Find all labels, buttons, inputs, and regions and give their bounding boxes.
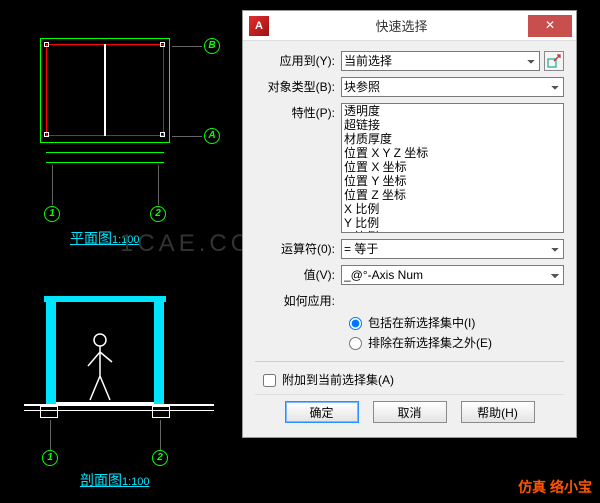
footing-left	[40, 406, 58, 418]
append-checkbox-label: 附加到当前选择集(A)	[282, 370, 394, 390]
properties-label: 特性(P):	[255, 103, 341, 123]
howto-label: 如何应用:	[255, 291, 341, 311]
corner-marker	[160, 42, 165, 47]
property-item[interactable]: 位置 X 坐标	[342, 160, 563, 174]
side-hint-text: 皆正	[580, 306, 600, 340]
axis-line-1	[52, 165, 53, 205]
axis-bubble-1[interactable]: 1	[44, 206, 60, 222]
plan-title: 平面图1:100	[70, 228, 140, 248]
include-radio-label: 包括在新选择集中(I)	[368, 313, 475, 333]
property-item[interactable]: Z 比例	[342, 230, 563, 233]
axis-line-a	[172, 136, 202, 137]
apply-to-combo[interactable]: 当前选择	[341, 51, 540, 71]
property-item[interactable]: 超链接	[342, 118, 563, 132]
value-combo[interactable]: _@°-Axis Num	[341, 265, 564, 285]
property-item[interactable]: 材质厚度	[342, 132, 563, 146]
axis-line-s1	[50, 420, 51, 450]
cancel-button[interactable]: 取消	[373, 401, 447, 423]
section-title: 剖面图1:100	[80, 470, 150, 490]
object-type-label: 对象类型(B):	[255, 77, 341, 97]
axis-bubble-b[interactable]: B	[204, 38, 220, 54]
dim-line	[46, 162, 164, 163]
brand-footer: 仿真 络小宝	[518, 477, 592, 497]
properties-listbox[interactable]: 透明度超链接材质厚度位置 X Y Z 坐标位置 X 坐标位置 Y 坐标位置 Z …	[341, 103, 564, 233]
footing-right	[152, 406, 170, 418]
section-wall-left	[46, 302, 56, 404]
select-objects-icon	[547, 54, 561, 68]
object-type-combo[interactable]: 块参照	[341, 77, 564, 97]
axis-bubble-s2[interactable]: 2	[152, 450, 168, 466]
plan-scale: 1:100	[112, 234, 140, 246]
exclude-radio-label: 排除在新选择集之外(E)	[368, 333, 492, 353]
property-item[interactable]: X 比例	[342, 202, 563, 216]
section-scale: 1:100	[122, 476, 150, 488]
plan-center-divider	[104, 44, 106, 136]
property-item[interactable]: 位置 Z 坐标	[342, 188, 563, 202]
corner-marker	[44, 132, 49, 137]
operator-label: 运算符(0):	[255, 239, 341, 259]
titlebar[interactable]: A 快速选择 ✕	[243, 11, 576, 41]
axis-line-2	[158, 165, 159, 205]
property-item[interactable]: Y 比例	[342, 216, 563, 230]
cad-canvas: 1 2 A B 平面图1:100 1 2 剖面图1:100	[0, 0, 240, 503]
property-item[interactable]: 位置 Y 坐标	[342, 174, 563, 188]
property-item[interactable]: 位置 X Y Z 坐标	[342, 146, 563, 160]
apply-to-label: 应用到(Y):	[255, 51, 341, 71]
axis-line-b	[172, 46, 202, 47]
property-item[interactable]: 透明度	[342, 104, 563, 118]
corner-marker	[160, 132, 165, 137]
dim-line	[46, 152, 164, 153]
slab-top	[44, 296, 166, 302]
axis-bubble-a[interactable]: A	[204, 128, 220, 144]
dialog-body: 应用到(Y): 当前选择 对象类型(B): 块参照 特性(P): 透明度超链	[243, 41, 576, 437]
axis-line-s2	[160, 420, 161, 450]
help-button[interactable]: 帮助(H)	[461, 401, 535, 423]
exclude-radio[interactable]	[349, 337, 362, 350]
section-title-text: 剖面图	[80, 472, 122, 488]
quick-select-dialog: A 快速选择 ✕ 应用到(Y): 当前选择 对象类型(B): 块参照	[242, 10, 577, 438]
close-button[interactable]: ✕	[528, 15, 572, 37]
append-checkbox[interactable]	[263, 374, 276, 387]
corner-marker	[44, 42, 49, 47]
axis-bubble-s1[interactable]: 1	[42, 450, 58, 466]
dialog-title: 快速选择	[275, 16, 528, 35]
value-label: 值(V):	[255, 265, 341, 285]
app-icon: A	[249, 16, 269, 36]
section-wall-right	[154, 302, 164, 404]
ok-button[interactable]: 确定	[285, 401, 359, 423]
pick-objects-button[interactable]	[544, 51, 564, 71]
include-radio[interactable]	[349, 317, 362, 330]
plan-title-text: 平面图	[70, 230, 112, 246]
axis-bubble-2[interactable]: 2	[150, 206, 166, 222]
operator-combo[interactable]: = 等于	[341, 239, 564, 259]
scale-figure-icon	[82, 332, 122, 404]
